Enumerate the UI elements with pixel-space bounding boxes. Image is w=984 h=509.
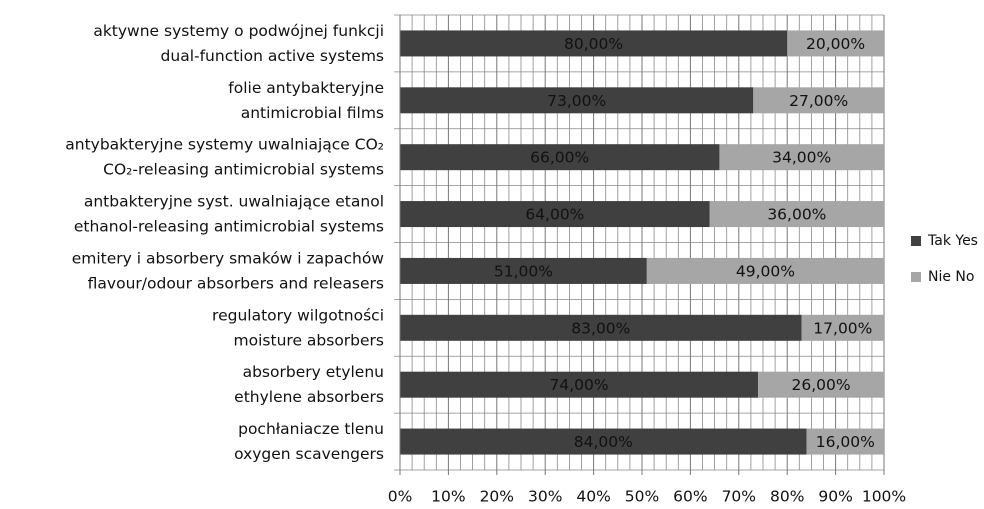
x-tick-label: 40% xyxy=(576,488,610,506)
category-label: ethanol-releasing antimicrobial systems xyxy=(74,218,384,236)
category-label: dual-function active systems xyxy=(161,47,384,65)
category-label: emitery i absorbery smaków i zapachów xyxy=(72,249,385,267)
bar-segment xyxy=(646,257,884,284)
bar-segment xyxy=(758,371,884,398)
category-label: oxygen scavengers xyxy=(234,445,384,463)
legend-swatch xyxy=(911,236,921,246)
category-label: folie antybakteryjne xyxy=(228,79,384,97)
x-tick-label: 0% xyxy=(388,488,413,506)
bar-segment xyxy=(400,87,754,114)
value-label: 36,00% xyxy=(767,206,826,224)
bar-segment xyxy=(806,428,884,455)
value-label: 84,00% xyxy=(574,433,633,451)
category-label: ethylene absorbers xyxy=(234,388,384,406)
category-label: moisture absorbers xyxy=(234,331,384,349)
value-label: 51,00% xyxy=(494,262,553,280)
x-tick-label: 10% xyxy=(431,488,465,506)
category-label: pochłaniacze tlenu xyxy=(238,420,384,438)
x-tick-label: 30% xyxy=(528,488,562,506)
bar-segment xyxy=(787,30,884,57)
bar-segment xyxy=(400,201,710,228)
x-tick-label: 70% xyxy=(722,488,756,506)
bar-segment xyxy=(719,144,884,171)
category-label: CO₂-releasing antimicrobial systems xyxy=(103,161,384,179)
legend-swatch xyxy=(911,272,921,282)
value-label: 34,00% xyxy=(772,149,831,167)
legend-label: Nie No xyxy=(928,269,974,285)
x-tick-label: 90% xyxy=(818,488,852,506)
value-label: 73,00% xyxy=(547,92,606,110)
category-label: antybakteryjne systemy uwalniające CO₂ xyxy=(65,136,384,154)
x-tick-label: 50% xyxy=(625,488,659,506)
value-label: 83,00% xyxy=(571,319,630,337)
value-label: 49,00% xyxy=(736,262,795,280)
value-label: 64,00% xyxy=(525,206,584,224)
value-label: 17,00% xyxy=(813,319,872,337)
category-label: antbakteryjne syst. uwalniające etanol xyxy=(84,193,384,211)
category-label: absorbery etylenu xyxy=(243,363,384,381)
value-label: 74,00% xyxy=(550,376,609,394)
category-label: flavour/odour absorbers and releasers xyxy=(88,274,384,292)
legend-label: Tak Yes xyxy=(927,233,978,249)
value-label: 26,00% xyxy=(792,376,851,394)
value-label: 66,00% xyxy=(530,149,589,167)
bar-segment xyxy=(400,428,807,455)
bar-segment xyxy=(400,144,720,171)
category-label: regulatory wilgotności xyxy=(212,306,384,324)
x-tick-label: 60% xyxy=(673,488,707,506)
category-label: aktywne systemy o podwójnej funkcji xyxy=(93,22,384,40)
bar-segment xyxy=(400,30,788,57)
value-label: 27,00% xyxy=(789,92,848,110)
value-label: 16,00% xyxy=(816,433,875,451)
value-label: 80,00% xyxy=(564,35,623,53)
x-tick-label: 100% xyxy=(862,488,906,506)
category-label: antimicrobial films xyxy=(241,104,384,122)
bar-segment xyxy=(400,257,647,284)
bar-segment xyxy=(400,314,802,341)
bar-segment xyxy=(709,201,884,228)
bar-segment xyxy=(400,371,759,398)
bar-segment xyxy=(753,87,884,114)
x-tick-label: 80% xyxy=(770,488,804,506)
value-label: 20,00% xyxy=(806,35,865,53)
bar-segment xyxy=(801,314,884,341)
x-tick-label: 20% xyxy=(480,488,514,506)
